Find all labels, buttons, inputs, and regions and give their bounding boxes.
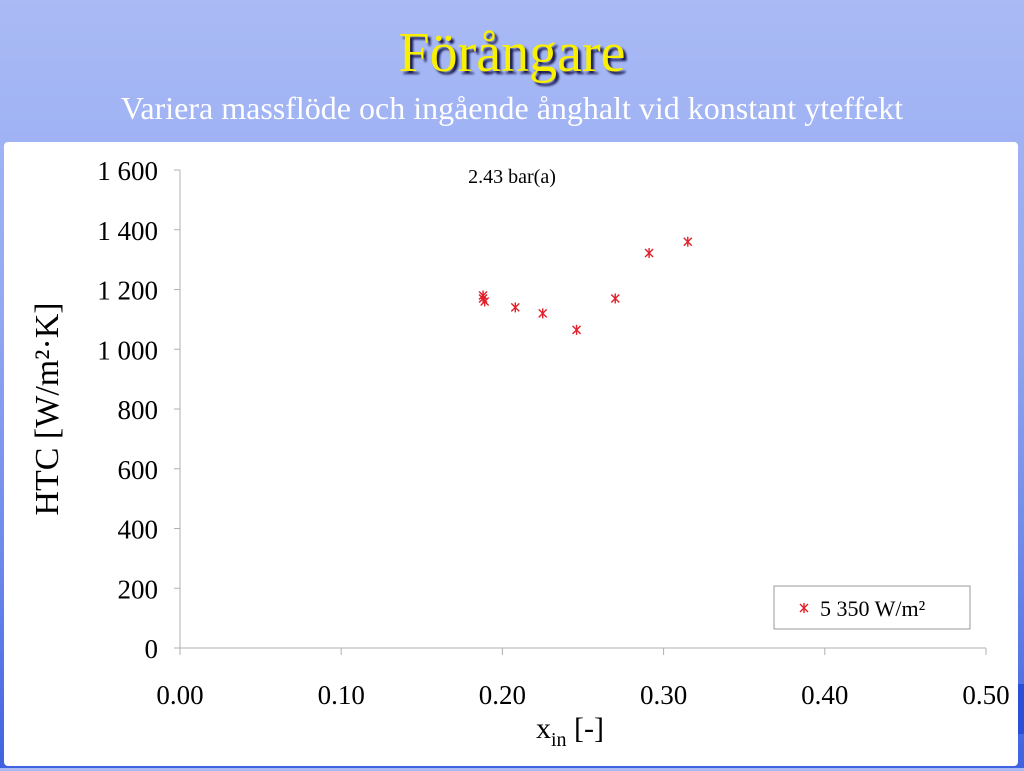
x-axis-label: xin [-] [536, 712, 604, 751]
y-tick-label: 1 200 [97, 276, 158, 306]
x-tick-label: 0.30 [640, 680, 687, 710]
x-tick-label: 0.10 [318, 680, 365, 710]
legend: 5 350 W/m² [773, 585, 971, 630]
data-point [510, 302, 520, 313]
y-tick-label: 0 [145, 634, 159, 664]
x-tick-label: 0.40 [801, 680, 848, 710]
slide-subtitle: Variera massflöde och ingående ånghalt v… [120, 90, 904, 126]
x-axis-label-unit: [-] [567, 712, 604, 745]
slide-title: Förångare [398, 22, 626, 84]
y-tick-label: 800 [118, 395, 159, 425]
data-point [610, 293, 620, 304]
y-tick-label: 1 600 [97, 156, 158, 186]
y-tick-label: 1 000 [97, 335, 158, 365]
x-axis-label-main: x [536, 712, 551, 745]
chart-panel: 0 200 400 600 800 1 000 1 200 1 400 1 600 0.00 0.… [4, 142, 1018, 766]
legend-marker [799, 603, 809, 613]
y-tick-label: 1 400 [97, 216, 158, 246]
x-axis-label-subscript: in [551, 729, 567, 751]
data-point [572, 324, 582, 335]
x-tick-label: 0.20 [479, 680, 526, 710]
data-point [480, 296, 490, 307]
x-tick-label: 0.50 [962, 680, 1009, 710]
y-axis-label: HTC [W/m²·K] [29, 302, 66, 515]
htc-scatter-chart: 0 200 400 600 800 1 000 1 200 1 400 1 600 0.00 0.… [29, 156, 1010, 751]
slide-decoration [1018, 684, 1024, 734]
legend-label: 5 350 W/m² [820, 596, 926, 621]
data-point [683, 236, 693, 247]
x-tick-label: 0.00 [156, 680, 203, 710]
chart-annotation: 2.43 bar(a) [468, 166, 556, 188]
data-point [538, 308, 548, 319]
y-tick-label: 600 [118, 455, 159, 485]
legend-box [773, 585, 971, 630]
y-tick-label: 200 [118, 574, 159, 604]
data-point [644, 248, 654, 259]
y-tick-label: 400 [118, 515, 159, 545]
